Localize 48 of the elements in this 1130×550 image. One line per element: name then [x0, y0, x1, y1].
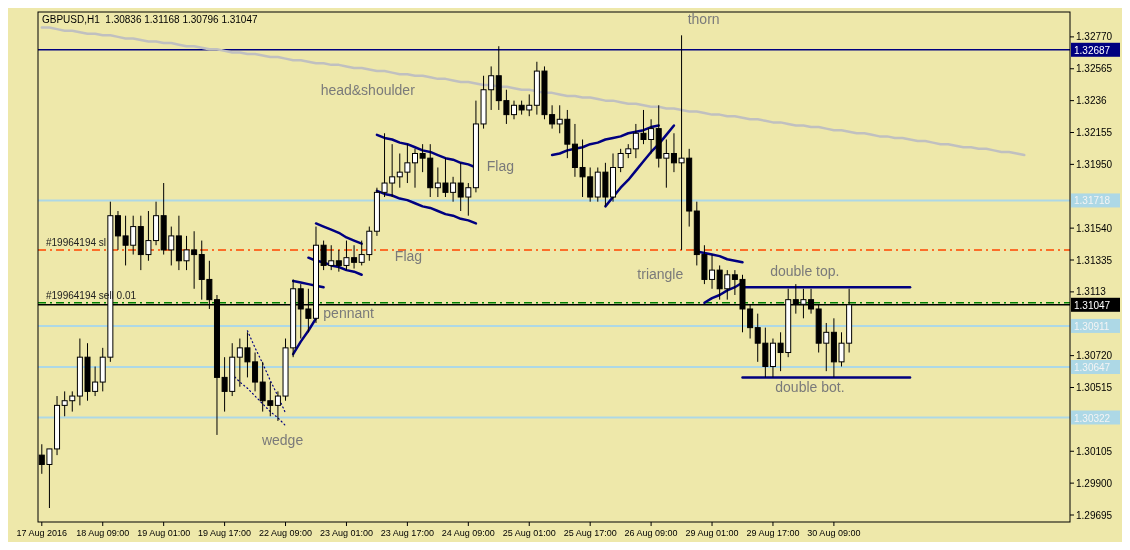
y-tick-label: 1.3113 — [1076, 286, 1107, 298]
line-series — [550, 124, 660, 157]
ref-line-label: 1.30647 — [1074, 361, 1111, 373]
x-tick-label: 18 Aug 09:00 — [76, 528, 130, 538]
annotation: double top. — [770, 262, 840, 279]
line-series — [246, 330, 287, 414]
y-tick-label: 1.29695 — [1076, 509, 1113, 521]
ref-line-label: 1.32687 — [1074, 44, 1111, 56]
annotation: pennant — [323, 304, 375, 321]
y-tick-label: 1.30720 — [1076, 350, 1113, 362]
x-tick-label: 22 Aug 09:00 — [259, 528, 313, 538]
ref-line-label: 1.30911 — [1074, 320, 1110, 332]
x-tick-label: 23 Aug 17:00 — [380, 528, 434, 538]
x-tick-label: 24 Aug 09:00 — [441, 528, 495, 538]
x-tick-label: 29 Aug 01:00 — [685, 528, 739, 538]
x-tick-label: 19 Aug 17:00 — [198, 528, 252, 538]
y-tick-label: 1.32770 — [1076, 31, 1113, 43]
y-tick-label: 1.30105 — [1076, 445, 1113, 457]
y-tick-label: 1.31335 — [1076, 254, 1113, 266]
annotation: wedge — [260, 432, 304, 449]
x-tick-label: 17 Aug 2016 — [16, 528, 68, 538]
y-tick-label: 1.31950 — [1076, 158, 1113, 170]
y-tick-label: 1.32565 — [1076, 63, 1113, 75]
annotation: thorn — [687, 10, 720, 27]
x-tick-label: 25 Aug 17:00 — [563, 528, 617, 538]
y-tick-label: 1.31540 — [1076, 222, 1113, 234]
ref-line-label: #19964194 sl — [46, 236, 107, 248]
annotation: double bot. — [775, 379, 845, 396]
x-tick-label: 23 Aug 01:00 — [319, 528, 373, 538]
x-tick-label: 26 Aug 09:00 — [624, 528, 678, 538]
ref-line-label: 1.30322 — [1074, 412, 1111, 424]
chart-title: GBPUSD,H1 1.30836 1.31168 1.30796 1.31047 — [42, 14, 258, 25]
y-tick-label: 1.32155 — [1076, 127, 1113, 138]
x-tick-label: 19 Aug 01:00 — [137, 528, 191, 538]
x-tick-label: 25 Aug 01:00 — [502, 528, 556, 538]
y-tick-label: 1.29900 — [1076, 477, 1113, 489]
y-tick-label: 1.3236 — [1076, 95, 1108, 107]
annotation: triangle — [637, 265, 684, 282]
y-tick-label: 1.30515 — [1076, 382, 1113, 393]
line-series — [314, 222, 363, 245]
ref-line-label: 1.31718 — [1074, 195, 1111, 207]
line-series — [40, 26, 1026, 157]
annotation: Flag — [394, 247, 423, 264]
x-tick-label: 29 Aug 17:00 — [746, 528, 800, 538]
annotation: Flag — [486, 157, 514, 174]
annotation: head&shoulder — [320, 82, 416, 99]
x-tick-label: 30 Aug 09:00 — [807, 528, 861, 538]
ref-line-label: 1.31047 — [1074, 299, 1111, 311]
